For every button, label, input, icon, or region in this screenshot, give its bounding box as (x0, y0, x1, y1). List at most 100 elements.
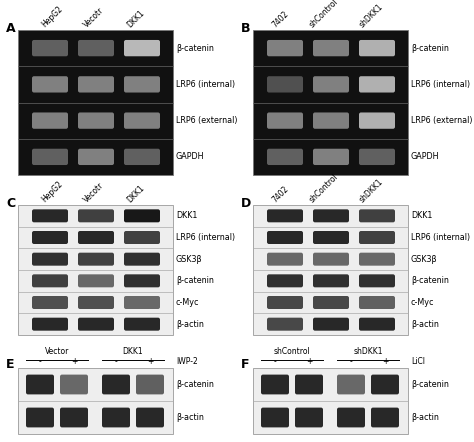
FancyBboxPatch shape (78, 318, 114, 331)
Text: LRP6 (external): LRP6 (external) (411, 116, 473, 125)
FancyBboxPatch shape (26, 375, 54, 394)
Text: E: E (6, 358, 15, 371)
FancyBboxPatch shape (313, 274, 349, 287)
Text: DKK1: DKK1 (125, 183, 146, 204)
FancyBboxPatch shape (313, 210, 349, 222)
FancyBboxPatch shape (124, 318, 160, 331)
FancyBboxPatch shape (267, 253, 303, 266)
FancyBboxPatch shape (267, 231, 303, 244)
Text: β-catenin: β-catenin (176, 380, 214, 389)
Text: LRP6 (external): LRP6 (external) (176, 116, 237, 125)
Text: F: F (241, 358, 249, 371)
Text: shControl: shControl (308, 171, 340, 204)
FancyBboxPatch shape (359, 231, 395, 244)
FancyBboxPatch shape (102, 375, 130, 394)
FancyBboxPatch shape (313, 40, 349, 56)
Text: IWP-2: IWP-2 (176, 357, 198, 366)
FancyBboxPatch shape (32, 253, 68, 266)
Text: β-actin: β-actin (411, 413, 439, 422)
FancyBboxPatch shape (267, 318, 303, 331)
FancyBboxPatch shape (78, 296, 114, 309)
FancyBboxPatch shape (313, 318, 349, 331)
Text: β-actin: β-actin (176, 413, 204, 422)
Text: β-catenin: β-catenin (411, 380, 449, 389)
Text: DKK1: DKK1 (125, 8, 146, 29)
Text: GSK3β: GSK3β (176, 255, 202, 264)
Text: B: B (241, 22, 250, 35)
FancyBboxPatch shape (337, 375, 365, 394)
Text: +: + (306, 357, 312, 366)
Text: Vecotr: Vecotr (82, 180, 106, 204)
FancyBboxPatch shape (359, 253, 395, 266)
Text: LRP6 (internal): LRP6 (internal) (176, 233, 235, 242)
Text: β-actin: β-actin (176, 320, 204, 329)
FancyBboxPatch shape (261, 375, 289, 394)
FancyBboxPatch shape (267, 112, 303, 129)
Text: GAPDH: GAPDH (176, 152, 204, 161)
FancyBboxPatch shape (359, 112, 395, 129)
Text: +: + (147, 357, 153, 366)
FancyBboxPatch shape (359, 40, 395, 56)
Text: DKK1: DKK1 (176, 211, 197, 220)
FancyBboxPatch shape (32, 231, 68, 244)
FancyBboxPatch shape (124, 40, 160, 56)
Text: A: A (6, 22, 16, 35)
FancyBboxPatch shape (78, 149, 114, 165)
FancyBboxPatch shape (124, 112, 160, 129)
FancyBboxPatch shape (124, 253, 160, 266)
Bar (18, 368, 173, 434)
FancyBboxPatch shape (32, 149, 68, 165)
FancyBboxPatch shape (32, 112, 68, 129)
FancyBboxPatch shape (124, 210, 160, 222)
Text: shDKK1: shDKK1 (353, 347, 383, 356)
FancyBboxPatch shape (124, 274, 160, 287)
Bar (18, 30, 173, 175)
FancyBboxPatch shape (78, 231, 114, 244)
Text: 7402: 7402 (270, 184, 290, 204)
Text: Vecotr: Vecotr (82, 5, 106, 29)
Text: 7402: 7402 (270, 9, 290, 29)
Text: GAPDH: GAPDH (411, 152, 439, 161)
FancyBboxPatch shape (78, 210, 114, 222)
FancyBboxPatch shape (359, 76, 395, 92)
FancyBboxPatch shape (313, 112, 349, 129)
FancyBboxPatch shape (102, 408, 130, 427)
FancyBboxPatch shape (32, 274, 68, 287)
FancyBboxPatch shape (313, 149, 349, 165)
Text: GSK3β: GSK3β (411, 255, 438, 264)
Bar (253, 30, 408, 175)
Text: shDKK1: shDKK1 (358, 2, 385, 29)
FancyBboxPatch shape (124, 296, 160, 309)
Text: -: - (350, 357, 352, 366)
Text: -: - (273, 357, 276, 366)
FancyBboxPatch shape (78, 274, 114, 287)
FancyBboxPatch shape (60, 408, 88, 427)
Text: C: C (6, 197, 15, 210)
Text: c-Myc: c-Myc (411, 298, 435, 307)
FancyBboxPatch shape (26, 408, 54, 427)
FancyBboxPatch shape (124, 149, 160, 165)
FancyBboxPatch shape (267, 296, 303, 309)
FancyBboxPatch shape (267, 76, 303, 92)
FancyBboxPatch shape (124, 231, 160, 244)
Text: LRP6 (internal): LRP6 (internal) (411, 80, 470, 89)
FancyBboxPatch shape (136, 408, 164, 427)
FancyBboxPatch shape (32, 318, 68, 331)
FancyBboxPatch shape (32, 40, 68, 56)
Text: β-catenin: β-catenin (176, 276, 214, 286)
Text: DKK1: DKK1 (123, 347, 143, 356)
FancyBboxPatch shape (267, 149, 303, 165)
FancyBboxPatch shape (295, 408, 323, 427)
Text: shDKK1: shDKK1 (358, 177, 385, 204)
FancyBboxPatch shape (313, 231, 349, 244)
Text: β-catenin: β-catenin (176, 44, 214, 53)
FancyBboxPatch shape (32, 76, 68, 92)
Bar (18, 205, 173, 335)
FancyBboxPatch shape (313, 296, 349, 309)
Text: +: + (71, 357, 77, 366)
Text: LiCl: LiCl (411, 357, 425, 366)
Text: c-Myc: c-Myc (176, 298, 200, 307)
Text: HepG2: HepG2 (40, 4, 64, 29)
FancyBboxPatch shape (359, 149, 395, 165)
FancyBboxPatch shape (78, 40, 114, 56)
